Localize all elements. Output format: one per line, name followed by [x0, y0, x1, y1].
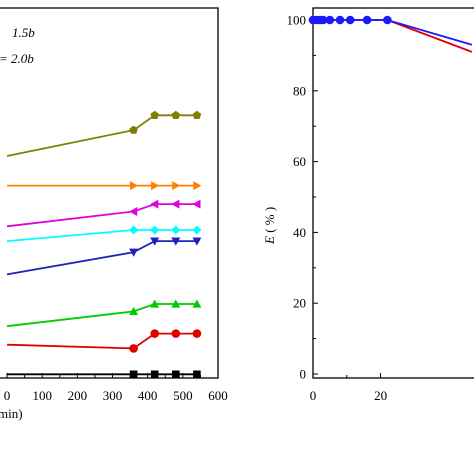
right-series-2 — [308, 15, 473, 46]
data-point-marker — [362, 15, 372, 25]
data-point-marker — [171, 110, 181, 119]
data-point-marker — [192, 110, 202, 119]
data-point-marker — [171, 237, 181, 246]
data-point-marker — [193, 181, 202, 191]
data-point-marker — [129, 306, 139, 315]
right-axis-ticks: 0 20 40 60 80 100 0 20 — [287, 13, 388, 404]
data-point-marker — [150, 237, 160, 246]
series-line-8 — [7, 370, 201, 379]
left-series-group — [6, 110, 202, 379]
series-line-6 — [6, 299, 202, 328]
legend-entry-1: 1.5b — [12, 25, 35, 40]
series-path — [6, 203, 197, 228]
data-point-marker — [150, 329, 160, 338]
series-path — [313, 19, 473, 46]
left-chart: 0 100 200 300 400 500 600 1.5b = 2.0b min) — [0, 7, 228, 421]
data-point-marker — [171, 199, 180, 209]
right-y-tick-label: 40 — [293, 225, 306, 240]
data-point-marker — [150, 370, 159, 379]
data-point-marker — [318, 15, 328, 25]
right-plot-frame — [312, 7, 474, 379]
right-x-tick-label: 20 — [374, 388, 387, 403]
data-point-marker — [129, 344, 138, 353]
legend-entry-2: = 2.0b — [0, 51, 34, 66]
series-path — [6, 114, 197, 157]
right-series-1 — [313, 19, 473, 53]
data-point-marker — [150, 225, 160, 235]
left-x-tick-label: 100 — [32, 388, 52, 403]
data-point-marker — [383, 15, 392, 25]
data-point-marker — [192, 199, 201, 209]
legend: 1.5b = 2.0b — [0, 25, 35, 66]
right-y-tick-label: 0 — [300, 367, 307, 382]
right-y-tick-label: 100 — [287, 13, 307, 28]
series-path — [6, 240, 197, 276]
left-x-tick-label: 300 — [103, 388, 123, 403]
left-plot-frame — [0, 7, 219, 379]
left-x-tick-label: 200 — [68, 388, 88, 403]
right-y-tick-label: 20 — [293, 296, 306, 311]
data-point-marker — [192, 299, 202, 308]
data-point-marker — [345, 15, 355, 25]
series-path — [7, 332, 197, 350]
data-point-marker — [192, 225, 202, 235]
data-point-marker — [129, 125, 138, 134]
series-path — [6, 303, 197, 328]
data-point-marker — [129, 207, 138, 216]
data-point-marker — [171, 299, 181, 308]
data-point-marker — [172, 370, 180, 379]
data-point-marker — [129, 225, 139, 235]
series-line-2 — [7, 181, 202, 191]
right-chart: 0 20 40 60 80 100 0 20 E ( % ) — [262, 7, 474, 404]
data-point-marker — [171, 225, 181, 235]
data-point-marker — [129, 248, 139, 257]
left-x-ticks: 0 100 200 300 400 500 600 — [4, 373, 228, 403]
series-line-5 — [6, 237, 202, 276]
series-path — [313, 19, 473, 53]
data-point-marker — [193, 370, 201, 379]
data-point-marker — [171, 329, 181, 338]
data-point-marker — [130, 181, 139, 191]
right-y-tick-label: 60 — [293, 154, 306, 169]
data-point-marker — [325, 15, 335, 25]
data-point-marker — [150, 110, 159, 119]
data-point-marker — [150, 199, 159, 209]
series-line-3 — [6, 199, 201, 228]
right-x-tick-label: 0 — [310, 388, 317, 403]
right-series-group — [308, 15, 473, 53]
right-y-tick-label: 80 — [293, 83, 306, 98]
data-point-marker — [129, 370, 138, 379]
left-x-tick-label: 0 — [4, 388, 11, 403]
data-point-marker — [150, 299, 160, 308]
y-title-italic: E — [262, 236, 277, 245]
series-line-1 — [6, 110, 202, 157]
left-x-tick-label: 600 — [208, 388, 228, 403]
data-point-marker — [172, 181, 181, 191]
series-line-4 — [6, 225, 202, 242]
left-x-axis-title: min) — [0, 406, 23, 421]
y-title-unit: ( % ) — [262, 207, 277, 236]
data-point-marker — [192, 329, 202, 338]
left-x-tick-label: 400 — [138, 388, 158, 403]
data-point-marker — [335, 15, 345, 25]
left-x-tick-label: 500 — [173, 388, 193, 403]
data-point-marker — [151, 181, 160, 191]
series-line-7 — [7, 329, 202, 353]
right-y-axis-title: E ( % ) — [262, 207, 277, 245]
data-point-marker — [192, 237, 202, 246]
series-path — [6, 229, 197, 242]
